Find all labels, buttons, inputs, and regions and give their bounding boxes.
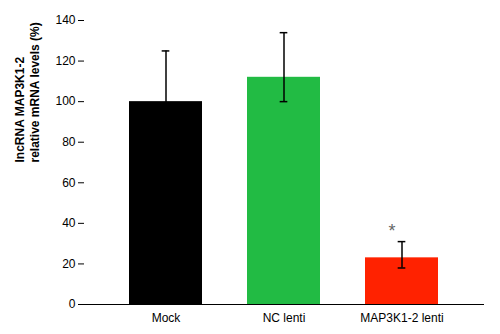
svg-text:40: 40 <box>62 216 76 230</box>
svg-text:120: 120 <box>55 54 75 68</box>
svg-text:80: 80 <box>62 135 76 149</box>
svg-text:20: 20 <box>62 257 76 271</box>
svg-text:Mock: Mock <box>152 311 182 325</box>
svg-text:NC lenti: NC lenti <box>263 311 306 325</box>
svg-text:0: 0 <box>69 297 76 311</box>
svg-text:60: 60 <box>62 176 76 190</box>
svg-text:*: * <box>388 221 395 241</box>
svg-text:MAP3K1-2 lenti: MAP3K1-2 lenti <box>360 311 443 325</box>
svg-text:lncRNA MAP3K1-2relative mRNA l: lncRNA MAP3K1-2relative mRNA levels (%) <box>13 22 43 162</box>
svg-text:100: 100 <box>55 94 75 108</box>
svg-text:140: 140 <box>55 13 75 27</box>
